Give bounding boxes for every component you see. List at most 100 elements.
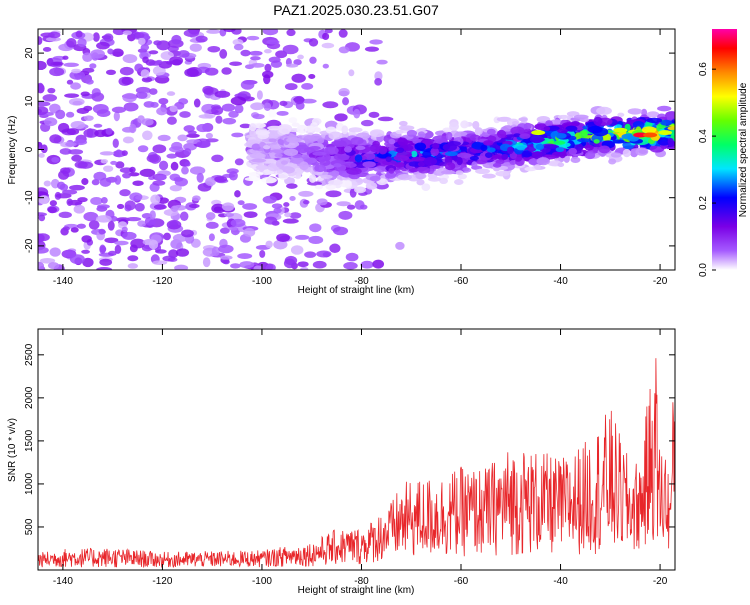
spectrogram-cell (211, 106, 224, 116)
spectrogram-cell (354, 154, 363, 163)
snr-y-axis-label: SNR (10 * v/v) (7, 418, 18, 482)
spectrogram-cell (309, 223, 322, 233)
spectrogram-cell (262, 195, 277, 204)
spectrogram-cell (524, 166, 537, 172)
spectrogram-cell (100, 197, 108, 204)
spectrogram-cell (297, 261, 309, 268)
spectrogram-cells (38, 29, 675, 270)
spectrogram-cell (154, 249, 167, 254)
spectrogram-cell (255, 130, 271, 136)
spectrogram-cell (378, 147, 388, 155)
spectrogram-cell (283, 202, 290, 207)
spectrogram-cell (39, 257, 56, 264)
spectrogram-cell (455, 170, 464, 176)
spectrogram-cell (62, 55, 69, 60)
spectrogram-cell (360, 119, 374, 127)
snr-x-ticks: -140 -120 -100 -80 -60 -40 -20 (53, 329, 668, 587)
spectrogram-cell (557, 162, 565, 168)
spectrogram-cell (99, 258, 113, 266)
spectrogram-cell (100, 159, 109, 164)
spectrogram-cell (282, 218, 299, 224)
spectrogram-cell (96, 41, 110, 50)
spectrogram-cell (445, 131, 453, 141)
spectrogram-cell (70, 82, 82, 90)
spectrogram-cell (89, 63, 97, 69)
spectrogram-cell (395, 147, 405, 153)
spectrogram-cell (49, 67, 65, 77)
spectrogram-cell (158, 197, 169, 204)
spectrogram-cell (47, 87, 56, 94)
spectrogram-cell (47, 262, 60, 270)
spectrogram-cell (38, 233, 45, 243)
spectrogram-cell (251, 143, 261, 151)
spectrogram-cell (312, 260, 327, 269)
spectrogram-cell (94, 129, 108, 138)
spectrogram-cell (519, 133, 531, 139)
spectrogram-cell (324, 29, 333, 34)
spectrogram-cell (56, 181, 66, 190)
spectrogram-cell (171, 34, 182, 45)
spectrogram-cell (584, 144, 594, 151)
spectrogram-cell (51, 156, 60, 163)
spectrogram-cell (127, 255, 139, 262)
snr-y-tick-label: 1500 (24, 429, 35, 452)
spectrogram-cell (372, 259, 385, 269)
spectrogram-cell (421, 183, 431, 191)
snr-series-line (38, 358, 675, 568)
spectrogram-hotspot (531, 130, 546, 136)
spectrogram-cell (646, 111, 660, 118)
spectrogram-cell (140, 44, 150, 51)
spectrogram-cell (243, 211, 258, 218)
spectrogram-cell (174, 264, 189, 270)
spectrogram-cell (442, 143, 458, 152)
spectrogram-cell (411, 156, 427, 162)
spectrogram-cell (74, 160, 88, 169)
spectrogram-cell (593, 116, 603, 126)
spectrogram-cell (471, 161, 478, 169)
spectrogram-cell (129, 192, 143, 202)
spectrogram-cell (112, 138, 119, 149)
spectrogram-cell (141, 118, 154, 126)
spectrogram-cell (38, 246, 49, 254)
spectrogram-cell (543, 126, 551, 131)
spectrogram-cell (596, 106, 612, 115)
spectrogram-cell (399, 120, 408, 127)
spectrogram-cell (284, 212, 292, 218)
spectrogram-cell (660, 119, 673, 126)
spectrogram-cell (301, 82, 314, 90)
spectrogram-cell (122, 30, 133, 36)
spectrogram-cell (263, 48, 272, 54)
spectrogram-cell (189, 43, 202, 52)
spectrogram-cell (189, 166, 206, 175)
spectrogram-cell (66, 128, 80, 136)
spectrogram-cell (246, 35, 260, 41)
spectrogram-cell (156, 107, 168, 116)
spectrogram-cell (417, 131, 426, 139)
spectrogram-cell (289, 212, 302, 219)
spectrogram-cell (123, 102, 139, 112)
spectrogram-cell (290, 245, 304, 255)
spectrogram-cell (638, 149, 648, 154)
spectrogram-cell (148, 88, 158, 95)
spectrogram-cell (259, 250, 266, 258)
spectrogram-cell (183, 148, 192, 156)
spectrogram-cell (501, 153, 509, 160)
spectrogram-cell (239, 261, 255, 269)
spectrogram-cell (86, 128, 94, 138)
spectrogram-x-tick-label: -80 (354, 276, 369, 287)
snr-y-tick-label: 2500 (24, 343, 35, 366)
spectrogram-cell (496, 116, 512, 122)
spectrogram-cell (258, 163, 265, 173)
spectrogram-cell (382, 159, 397, 166)
spectrogram-cell (173, 176, 184, 182)
spectrogram-cell (211, 154, 224, 163)
spectrogram-cell (353, 108, 361, 119)
spectrogram-cell (250, 62, 265, 68)
spectrogram-cell (38, 101, 51, 107)
spectrogram-cell (507, 146, 514, 155)
spectrogram-cell (262, 29, 279, 36)
spectrogram-cell (121, 226, 128, 233)
colorbar: 0.0 0.2 0.4 0.6 Normalized spectral amplitu… (698, 29, 749, 277)
